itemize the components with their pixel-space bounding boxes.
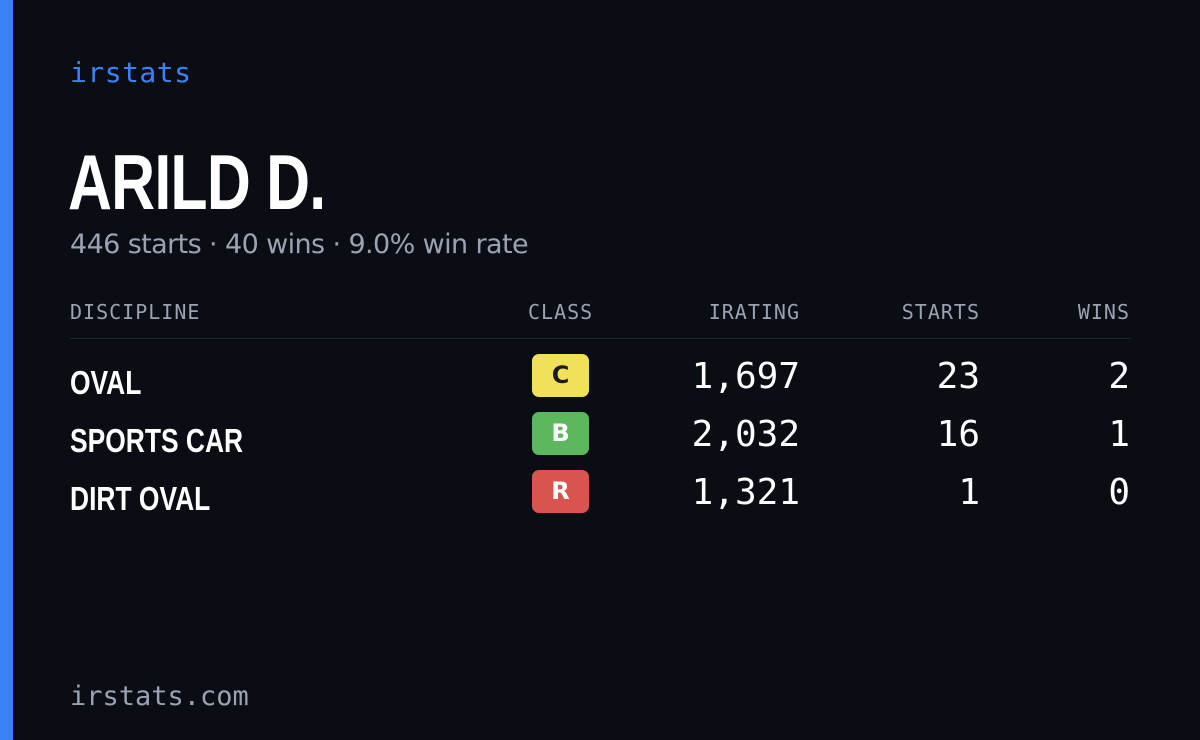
wins-value: 2	[1108, 356, 1130, 397]
table-row: DIRT OVAL R 1,321 1 0	[70, 470, 1131, 522]
starts-value: 16	[936, 414, 980, 455]
class-badge: R	[532, 470, 589, 513]
discipline-label: OVAL	[70, 364, 142, 401]
starts-value: 23	[936, 356, 980, 397]
accent-bar	[0, 0, 13, 740]
class-badge: C	[532, 354, 589, 397]
header-discipline: DISCIPLINE	[70, 300, 201, 324]
brand-logo-text: irstats	[70, 56, 192, 89]
discipline-label: SPORTS CAR	[70, 422, 244, 459]
starts-value: 1	[958, 472, 980, 513]
class-badge: B	[532, 412, 589, 455]
header-wins: WINS	[1077, 300, 1130, 324]
irating-value: 1,321	[691, 472, 800, 513]
header-starts: STARTS	[901, 300, 980, 324]
footer-url: irstats.com	[70, 681, 249, 712]
wins-value: 1	[1108, 414, 1130, 455]
header-irating: IRATING	[708, 300, 800, 324]
discipline-label: DIRT OVAL	[70, 480, 211, 517]
player-name: ARILD D.	[68, 138, 326, 226]
table-header: DISCIPLINE CLASS IRATING STARTS WINS	[70, 300, 1131, 339]
header-class: CLASS	[528, 300, 594, 324]
table-row: SPORTS CAR B 2,032 16 1	[70, 412, 1131, 464]
table-row: OVAL C 1,697 23 2	[70, 354, 1131, 406]
wins-value: 0	[1108, 472, 1130, 513]
irating-value: 2,032	[691, 414, 800, 455]
irating-value: 1,697	[691, 356, 800, 397]
player-summary: 446 starts · 40 wins · 9.0% win rate	[70, 229, 529, 260]
